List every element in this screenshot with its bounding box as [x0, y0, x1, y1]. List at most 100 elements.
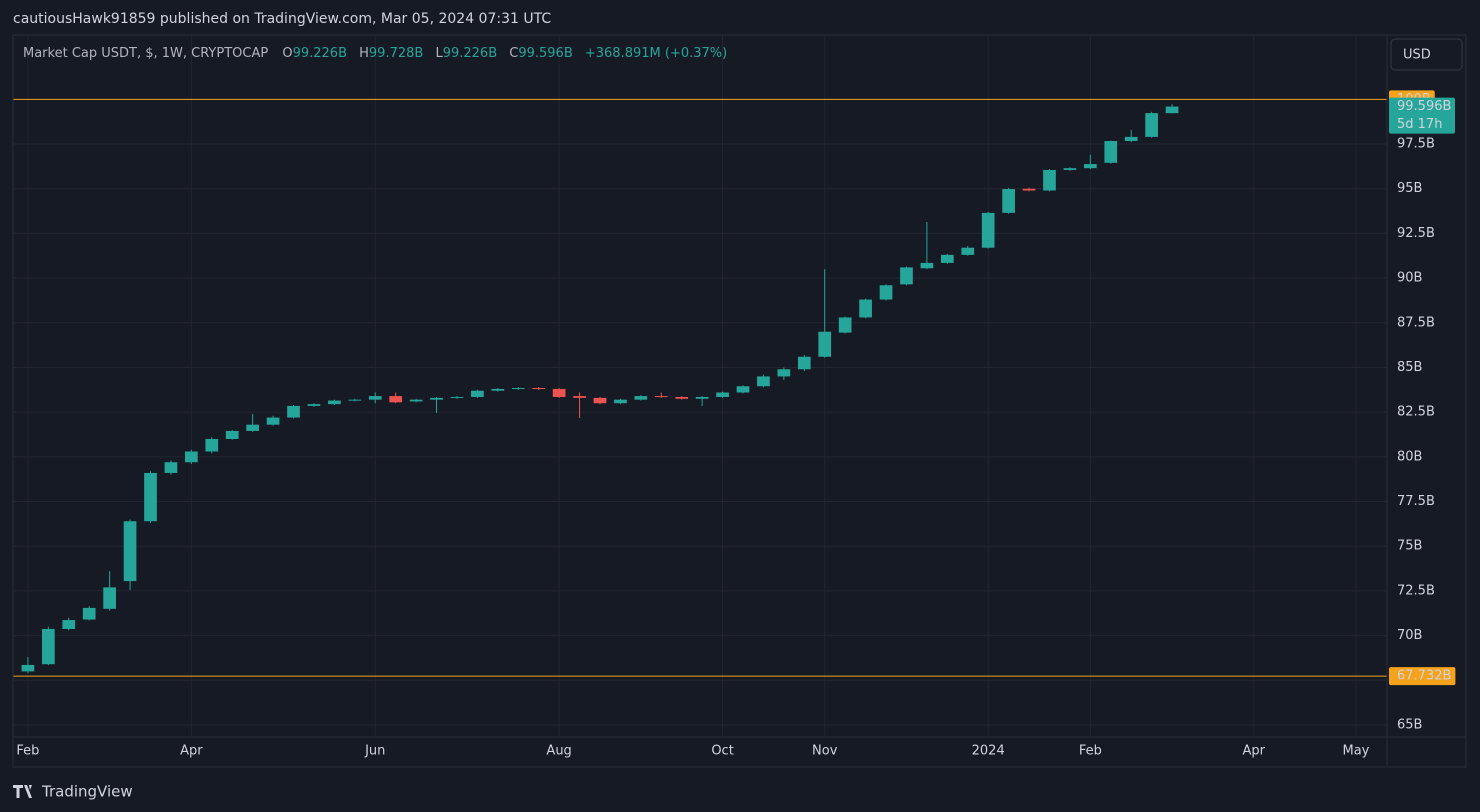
candle-body: [1165, 106, 1179, 114]
x-tick-label: Feb: [1079, 744, 1102, 759]
legend-o-label: O: [282, 46, 292, 61]
candle-body: [654, 396, 668, 398]
candle-body: [1043, 169, 1056, 191]
y-tick-label: 92.5B: [1397, 226, 1435, 241]
candle-body: [1145, 113, 1158, 137]
candle-body: [614, 399, 627, 404]
price-axis: 65B67.5B70B72.5B75B77.5B80B82.5B85B87.5B…: [16, 90, 1456, 759]
y-tick-label: 85B: [1397, 360, 1422, 375]
legend-change: +368.891M (+0.37%): [585, 46, 727, 61]
candle-body: [246, 424, 259, 431]
candle-body: [879, 285, 893, 300]
legend: Market Cap USDT, $, 1W, CRYPTOCAP O99.22…: [23, 46, 727, 61]
candle-body: [103, 587, 116, 609]
pane-border: [12, 34, 1467, 768]
candle-body: [185, 451, 198, 463]
candle-body: [552, 388, 566, 397]
candle-body: [859, 299, 872, 318]
candle-body: [348, 399, 362, 401]
header: cautiousHawk91859 published on TradingVi…: [13, 11, 551, 27]
x-tick-label: May: [1342, 744, 1369, 759]
candle-body: [368, 396, 382, 400]
candle-body: [900, 267, 913, 285]
candle-body: [716, 392, 729, 397]
candle-body: [920, 262, 934, 269]
y-tick-label: 87.5B: [1397, 315, 1435, 330]
candle-body: [409, 399, 423, 402]
x-tick-label: Feb: [16, 744, 39, 759]
candle-body: [593, 397, 607, 404]
candle-body: [961, 247, 975, 255]
candle-body: [62, 620, 76, 630]
y-tick-label: 80B: [1397, 449, 1422, 464]
last-price-box: [1389, 97, 1455, 134]
candle-body: [1063, 168, 1077, 170]
candle-body: [287, 405, 300, 418]
y-tick-label: 65B: [1397, 717, 1422, 732]
candle-body: [389, 396, 403, 403]
candle-body: [491, 388, 505, 391]
candle-body: [981, 212, 995, 248]
candle-body: [757, 376, 770, 387]
y-tick-label: 75B: [1397, 539, 1422, 554]
x-tick-label: 2024: [972, 744, 1005, 759]
hline-label-box: [1389, 667, 1456, 686]
candle-body: [695, 396, 709, 399]
candle-body: [144, 472, 157, 522]
x-tick-label: Apr: [1243, 744, 1266, 759]
last-price-label: 99.596B: [1397, 99, 1451, 114]
legend-symbol: Market Cap USDT, $, 1W, CRYPTOCAP: [23, 46, 268, 61]
legend-o-value: 99.226B: [293, 46, 347, 61]
currency-label[interactable]: USD: [1403, 48, 1431, 63]
hline-label: 67.732B: [1397, 669, 1451, 684]
candle-body: [205, 438, 219, 452]
candle-body: [777, 369, 791, 377]
candle-body: [164, 462, 178, 473]
y-tick-label: 82.5B: [1397, 405, 1435, 420]
candle-body: [940, 254, 954, 263]
candle-body: [1002, 189, 1015, 213]
candle-body: [838, 317, 852, 333]
candle-body: [307, 404, 321, 406]
legend-l-label: L: [435, 46, 443, 61]
candle-body: [736, 386, 750, 393]
candle-body: [1022, 188, 1036, 191]
candle-body: [82, 607, 96, 620]
candle-body: [675, 396, 689, 399]
candle-body: [511, 388, 525, 390]
x-tick-label: Jun: [364, 744, 385, 759]
candle-body: [450, 396, 464, 398]
countdown-label: 5d 17h: [1397, 117, 1442, 132]
y-tick-label: 90B: [1397, 271, 1422, 286]
candle-body: [532, 388, 546, 390]
candle-body: [1104, 141, 1118, 163]
candle-body: [225, 430, 239, 439]
legend-h-label: H: [359, 46, 369, 61]
x-tick-label: Nov: [812, 744, 838, 759]
candle-body: [1124, 136, 1138, 142]
logo-text: TradingView: [41, 783, 133, 801]
candle-body: [471, 390, 484, 397]
y-tick-label: 97.5B: [1397, 137, 1435, 152]
candle-body: [266, 417, 280, 425]
y-tick-label: 77.5B: [1397, 494, 1435, 509]
y-tick-label: 95B: [1397, 181, 1422, 196]
y-tick-label: 72.5B: [1397, 583, 1435, 598]
candle-body: [430, 397, 443, 400]
candle-body: [42, 629, 55, 665]
candle-body: [797, 356, 811, 370]
legend-h-value: 99.728B: [369, 46, 423, 61]
candle-body: [328, 400, 341, 405]
currency-button[interactable]: [1390, 38, 1463, 71]
logo-icon: [13, 785, 32, 798]
candle-body: [1084, 164, 1097, 169]
x-tick-label: Apr: [180, 744, 203, 759]
y-tick-label: 70B: [1397, 628, 1422, 643]
legend-l-value: 99.226B: [443, 46, 497, 61]
candle-body: [21, 664, 35, 672]
plot-area: [13, 35, 1387, 737]
x-tick-label: Aug: [546, 744, 571, 759]
